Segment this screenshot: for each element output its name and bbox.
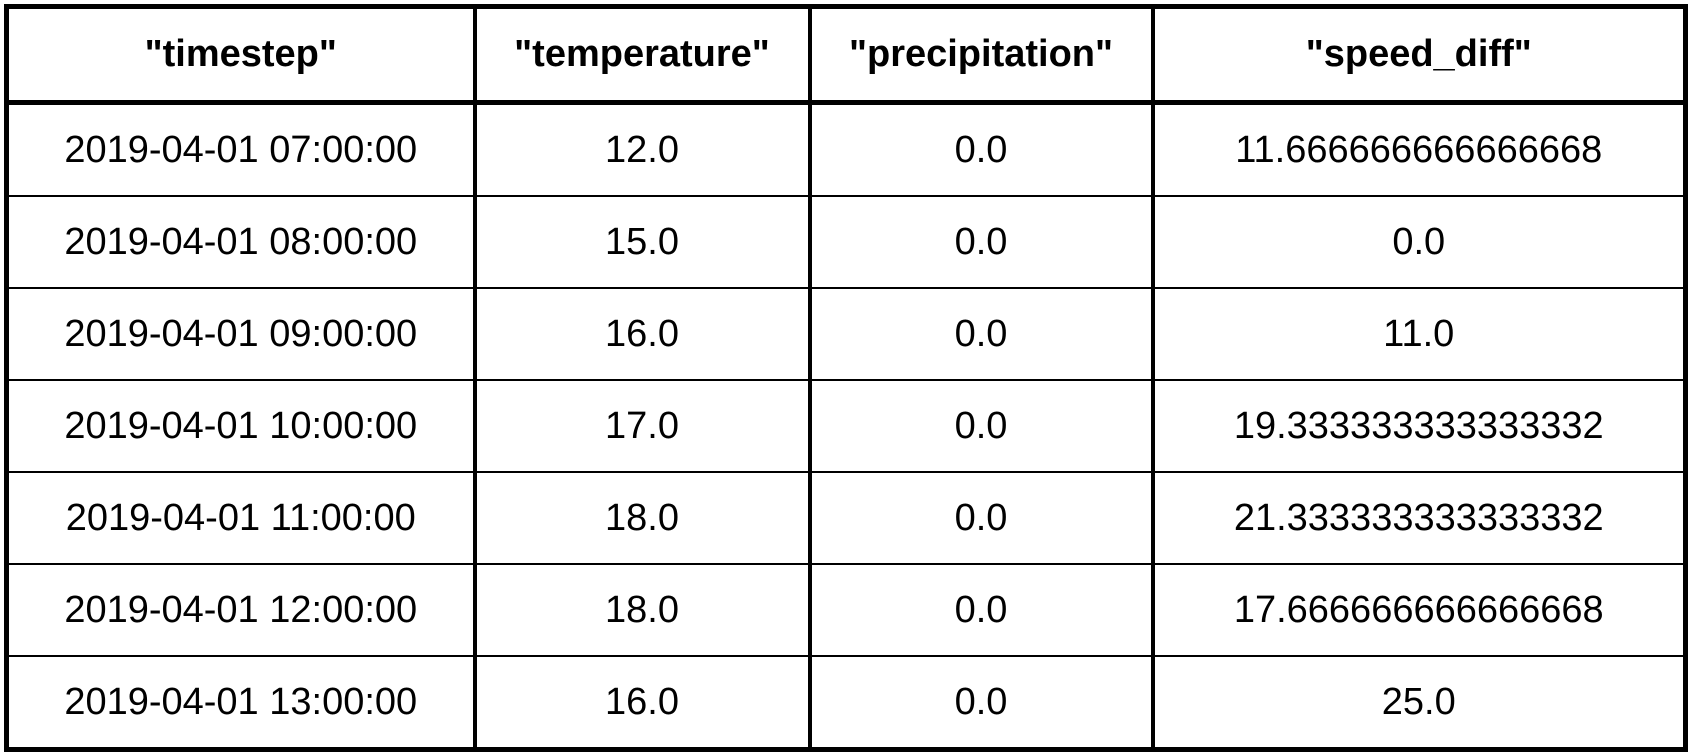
precipitation-cell: 0.0 [807,471,1154,565]
precipitation-cell: 0.0 [807,379,1154,473]
speed-diff-cell: 11.0 [1150,287,1688,381]
temperature-cell: 12.0 [472,101,811,197]
temperature-cell: 17.0 [472,379,811,473]
speed-diff-cell: 17.666666666666668 [1150,563,1688,657]
column-header-speed-diff: "speed_diff" [1150,4,1688,105]
timestep-cell: 2019-04-01 12:00:00 [4,563,476,657]
speed-diff-cell: 19.333333333333332 [1150,379,1688,473]
column-header-precipitation: "precipitation" [807,4,1154,105]
table-row: 2019-04-01 10:00:00 17.0 0.0 19.33333333… [4,379,1688,473]
timestep-cell: 2019-04-01 11:00:00 [4,471,476,565]
temperature-cell: 18.0 [472,563,811,657]
temperature-cell: 16.0 [472,287,811,381]
timestep-cell: 2019-04-01 10:00:00 [4,379,476,473]
precipitation-cell: 0.0 [807,563,1154,657]
timestep-cell: 2019-04-01 13:00:00 [4,655,476,752]
table-row: 2019-04-01 13:00:00 16.0 0.0 25.0 [4,655,1688,752]
column-header-timestep: "timestep" [4,4,476,105]
table-row: 2019-04-01 08:00:00 15.0 0.0 0.0 [4,195,1688,289]
precipitation-cell: 0.0 [807,655,1154,752]
speed-diff-cell: 25.0 [1150,655,1688,752]
table-row: 2019-04-01 12:00:00 18.0 0.0 17.66666666… [4,563,1688,657]
timestep-cell: 2019-04-01 08:00:00 [4,195,476,289]
temperature-cell: 15.0 [472,195,811,289]
precipitation-cell: 0.0 [807,287,1154,381]
speed-diff-cell: 21.333333333333332 [1150,471,1688,565]
timestep-cell: 2019-04-01 07:00:00 [4,101,476,197]
table-row: 2019-04-01 07:00:00 12.0 0.0 11.66666666… [4,101,1688,197]
precipitation-cell: 0.0 [807,101,1154,197]
table-row: 2019-04-01 09:00:00 16.0 0.0 11.0 [4,287,1688,381]
speed-diff-cell: 11.666666666666668 [1150,101,1688,197]
precipitation-cell: 0.0 [807,195,1154,289]
data-table: "timestep" "temperature" "precipitation"… [4,4,1688,752]
temperature-cell: 16.0 [472,655,811,752]
table-row: 2019-04-01 11:00:00 18.0 0.0 21.33333333… [4,471,1688,565]
column-header-temperature: "temperature" [472,4,811,105]
temperature-cell: 18.0 [472,471,811,565]
timestep-cell: 2019-04-01 09:00:00 [4,287,476,381]
speed-diff-cell: 0.0 [1150,195,1688,289]
header-row: "timestep" "temperature" "precipitation"… [4,4,1688,105]
